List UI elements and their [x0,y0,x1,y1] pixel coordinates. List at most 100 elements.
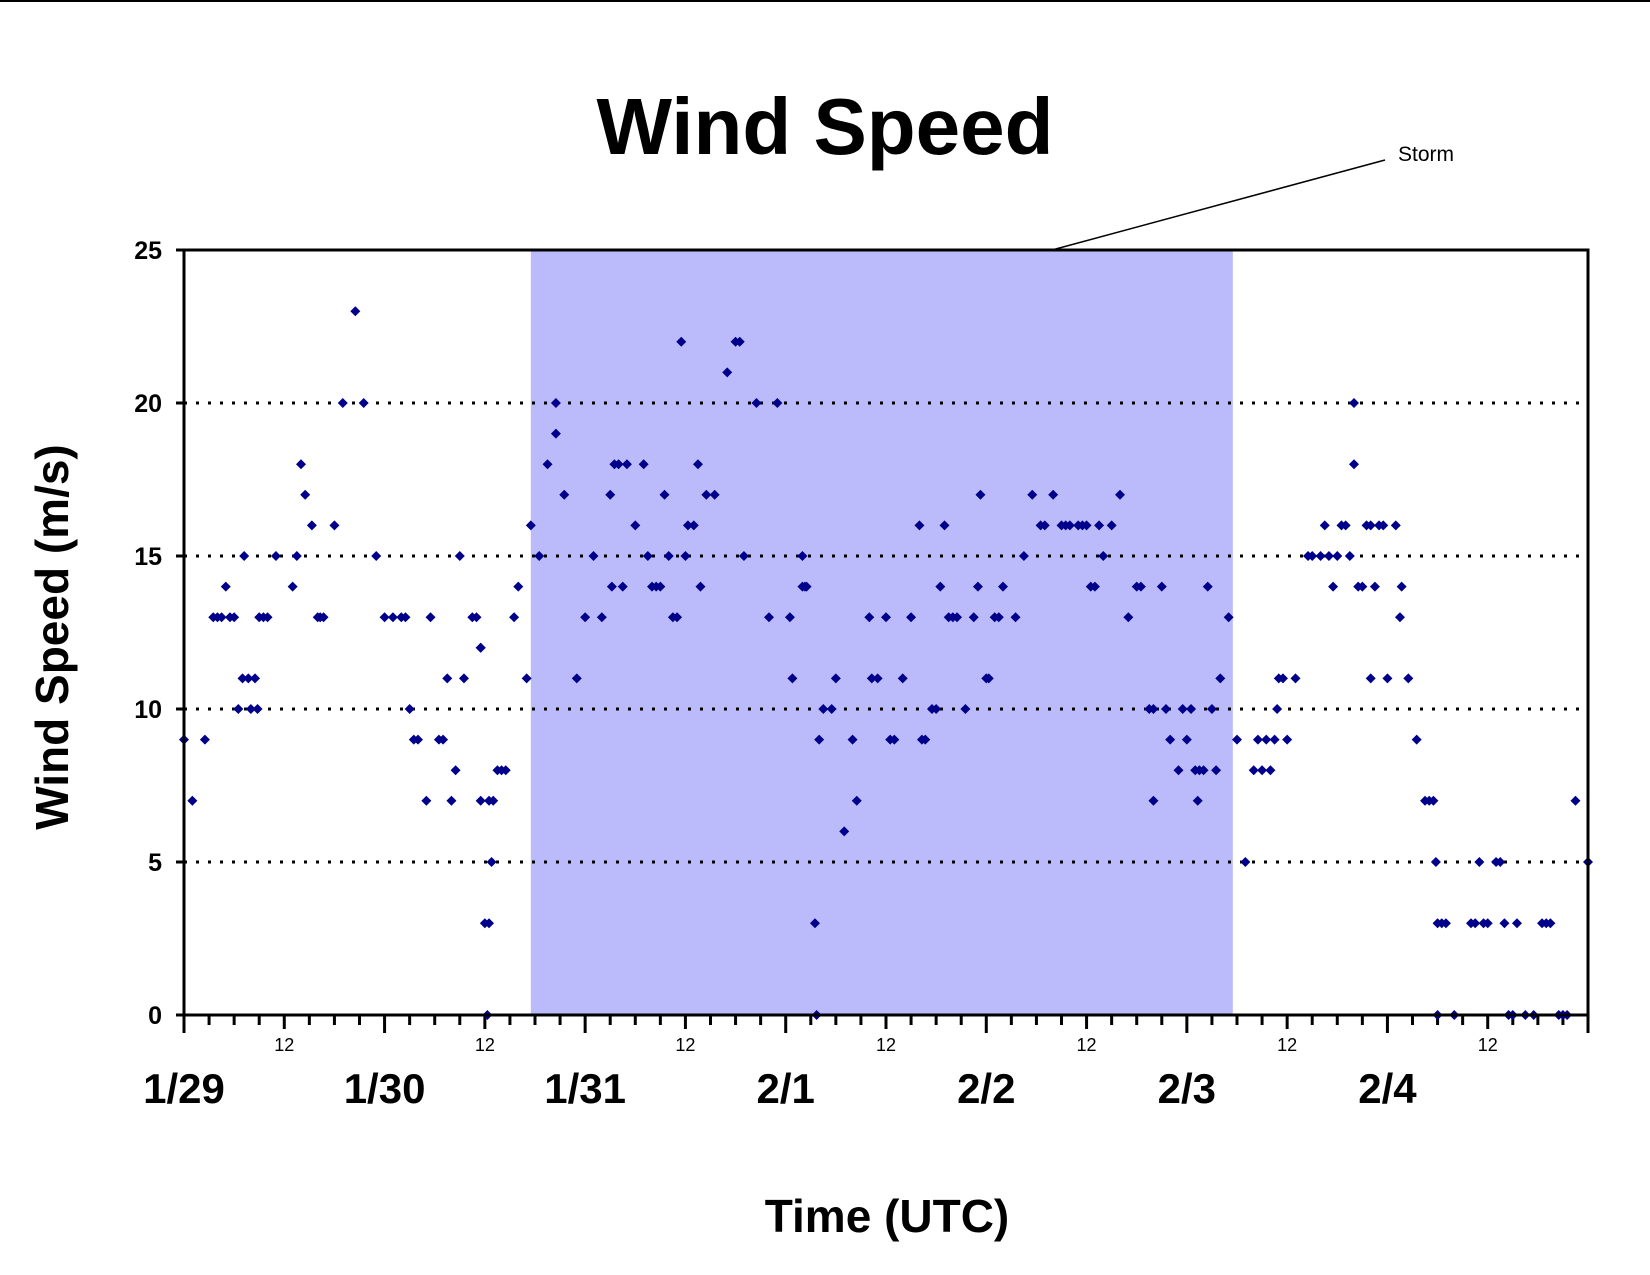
data-point [1257,765,1268,776]
data-point [559,489,570,500]
data-point [851,795,862,806]
data-point [243,673,254,684]
data-point [864,612,875,623]
data-point [525,520,536,531]
y-tick-label: 5 [148,849,162,877]
data-point [1089,581,1100,592]
x-day-label: 2/4 [1358,1065,1417,1112]
data-point [1048,489,1059,500]
data-point [1106,520,1117,531]
data-point [1390,520,1401,531]
data-point [596,612,607,623]
x-day-label: 1/31 [544,1065,626,1112]
data-point [1282,734,1293,745]
data-point [734,336,745,347]
data-point [404,704,415,714]
data-point [358,398,369,408]
data-point [1470,918,1481,929]
data-point [1181,734,1192,745]
y-tick-label: 10 [134,696,162,724]
data-point [826,704,837,714]
data-point [1202,581,1213,592]
data-point [914,520,925,531]
data-point [764,612,774,623]
x-hour-label: 12 [475,1035,495,1055]
data-point [709,489,720,500]
data-point [993,612,1004,623]
data-point [400,612,411,623]
data-point [500,765,511,776]
data-point [722,367,733,378]
y-tick-label: 0 [148,1002,162,1030]
data-point [1211,765,1222,776]
data-point [379,612,390,623]
data-point [866,673,877,684]
data-point [187,795,198,806]
data-point [1198,765,1209,776]
data-point [1165,734,1176,745]
data-point [1265,765,1276,776]
data-point [952,612,963,623]
data-point [738,551,749,561]
data-point [787,673,798,684]
data-point [534,551,545,561]
data-point [1232,734,1242,745]
data-point [1315,551,1326,561]
data-point [1160,704,1171,714]
data-point [488,795,499,806]
data-point [245,704,256,714]
data-point [1369,581,1380,592]
data-point [630,520,641,531]
storm-annotation-label: Storm [1398,143,1454,166]
data-point [701,489,712,500]
data-point [605,489,616,500]
x-day-label: 2/2 [957,1065,1015,1112]
data-point [1186,704,1197,714]
x-day-label: 2/1 [757,1065,815,1112]
data-point [688,520,699,531]
data-point [1440,918,1451,929]
data-point [931,704,942,714]
data-point [801,581,812,592]
data-point [638,459,649,470]
data-point [983,673,994,684]
data-point [438,734,449,745]
data-point [262,612,273,623]
data-point [830,673,841,684]
data-point [454,551,465,561]
x-hour-label: 12 [1077,1035,1097,1055]
data-point [550,398,561,408]
data-point [252,704,263,714]
data-point [484,918,495,929]
data-point [542,459,553,470]
y-axis-label: Wind Speed (m/s) [26,444,78,830]
data-point [1357,581,1368,592]
data-point [772,398,783,408]
data-point [1064,520,1075,531]
data-point [659,489,670,500]
data-point [350,306,361,317]
data-point [421,795,432,806]
data-point [695,581,706,592]
data-point [897,673,908,684]
data-point [998,581,1008,592]
data-point [1177,704,1188,714]
x-hour-label: 12 [876,1035,896,1055]
y-tick-label: 15 [134,543,162,571]
data-point [1123,612,1134,623]
data-point [613,459,624,470]
data-point [1269,734,1280,745]
data-point [387,612,398,623]
data-point [1135,581,1146,592]
data-point [906,612,917,623]
data-point [1323,551,1334,561]
data-point [1428,795,1439,806]
data-point [1499,918,1510,929]
data-point [1394,612,1405,623]
data-point [250,673,261,684]
data-point [450,765,461,776]
data-point [220,581,231,592]
data-point [617,581,628,592]
data-point [1349,459,1359,470]
data-point [1272,704,1283,714]
